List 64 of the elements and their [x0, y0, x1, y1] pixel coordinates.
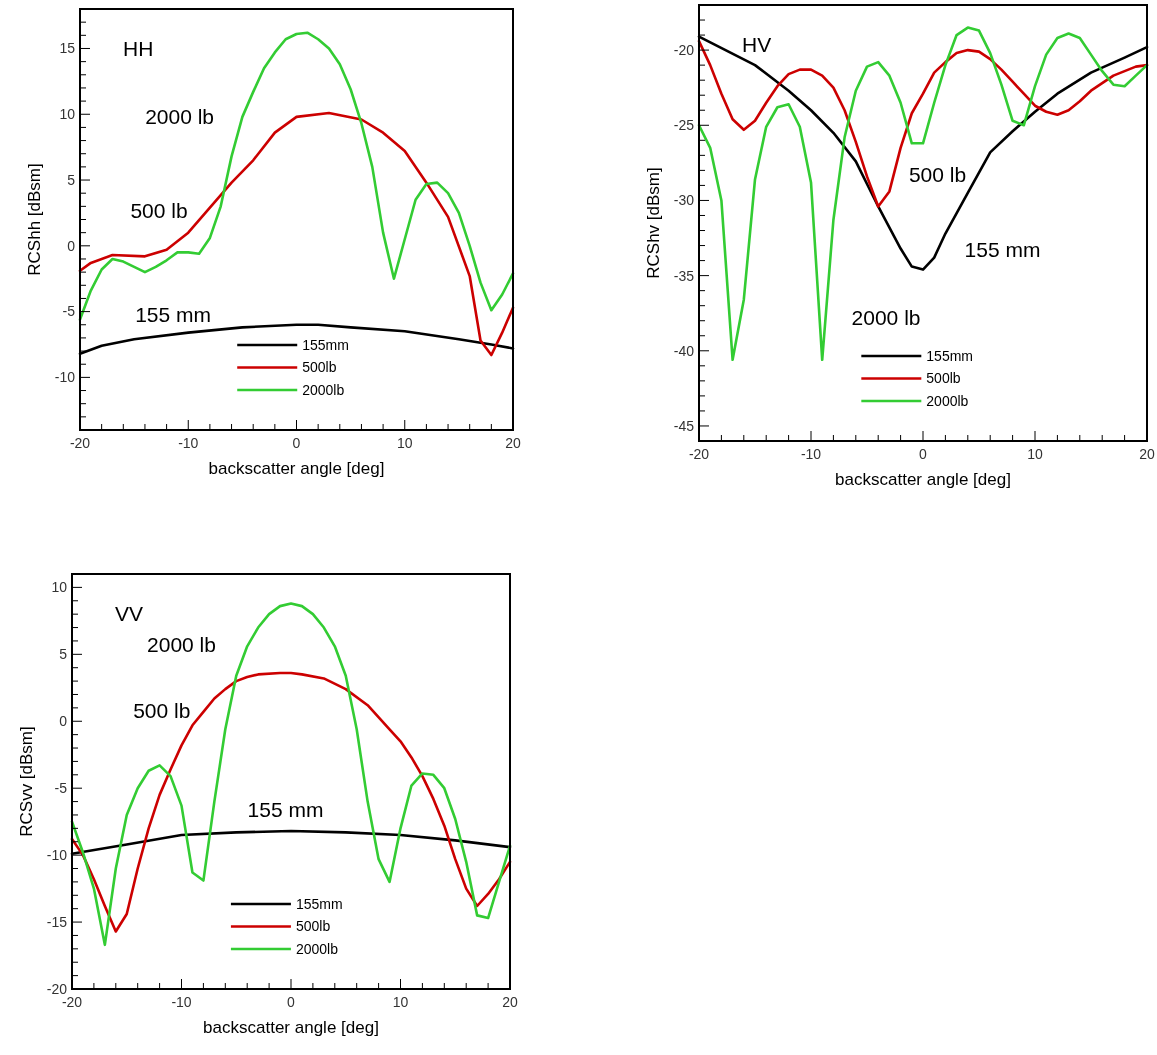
- y-tick-label: -20: [673, 42, 695, 58]
- y-tick-label: -15: [46, 913, 68, 930]
- annotation: 500 lb: [133, 698, 191, 722]
- y-tick-label: -35: [673, 267, 695, 284]
- y-axis-title: RCShv [dBsm]: [644, 167, 663, 279]
- y-tick-label: 5: [59, 646, 68, 663]
- y-tick-label: 10: [59, 106, 76, 123]
- legend-label: 2000lb: [295, 940, 339, 957]
- x-tick-label: 20: [505, 435, 521, 451]
- y-tick-label: -25: [673, 117, 695, 134]
- x-axis-title: backscatter angle [deg]: [208, 459, 385, 478]
- y-tick-label: 0: [59, 713, 68, 730]
- legend-label: 155mm: [302, 336, 349, 353]
- x-tick-label: -20: [688, 446, 710, 462]
- legend-label: 2000lb: [302, 381, 345, 398]
- legend-label: 500lb: [295, 918, 331, 935]
- line-series: [78, 31, 515, 321]
- line-series: [697, 26, 1149, 362]
- text: HV: [742, 33, 772, 57]
- x-tick-label: 0: [919, 446, 928, 462]
- annotation: 155 mm: [135, 302, 212, 326]
- x-tick-label: 10: [392, 994, 409, 1010]
- line-series: [70, 671, 512, 933]
- y-tick-label: -30: [673, 192, 695, 209]
- x-axis-title: backscatter angle [deg]: [203, 1018, 379, 1037]
- legend-label: 155mm: [295, 895, 343, 912]
- line-series: [78, 111, 515, 357]
- legend-label: 500lb: [302, 359, 337, 376]
- x-tick-label: 10: [396, 435, 413, 451]
- y-tick-label: -10: [46, 847, 68, 864]
- legend-label: 500lb: [926, 370, 961, 387]
- line-series: [697, 39, 1149, 208]
- x-tick-label: 0: [287, 994, 296, 1010]
- legend-label: 2000lb: [926, 392, 969, 409]
- x-tick-label: 0: [292, 435, 301, 451]
- y-tick-label: -40: [673, 342, 695, 359]
- annotation: 2000 lb: [145, 105, 215, 129]
- annotation: 155 mm: [247, 798, 324, 822]
- legend-label: 155mm: [926, 347, 974, 364]
- y-tick-label: -45: [673, 417, 695, 434]
- y-tick-label: 10: [51, 579, 68, 596]
- y-tick-label: 15: [59, 40, 76, 57]
- annotation: 2000 lb: [147, 633, 216, 657]
- text: VV: [115, 602, 144, 626]
- x-tick-label: 10: [1027, 446, 1043, 462]
- x-tick-label: -10: [171, 994, 192, 1010]
- y-tick-label: -5: [54, 780, 68, 797]
- y-tick-label: 0: [67, 237, 76, 254]
- x-axis-title: backscatter angle [deg]: [835, 470, 1011, 489]
- y-axis-title: RCShh [dBsm]: [25, 163, 44, 276]
- y-tick-label: -20: [46, 980, 68, 997]
- x-tick-label: 20: [502, 994, 518, 1010]
- text: HH: [123, 37, 154, 61]
- annotation: 2000 lb: [851, 305, 921, 329]
- y-tick-label: -5: [62, 303, 76, 320]
- x-tick-label: 20: [1139, 446, 1155, 462]
- y-axis-title: RCSvv [dBsm]: [17, 726, 36, 837]
- y-tick-label: 5: [67, 171, 76, 188]
- annotation: 500 lb: [908, 163, 967, 187]
- x-tick-label: -10: [178, 435, 199, 451]
- annotation: 500 lb: [130, 199, 188, 223]
- x-tick-label: -10: [800, 446, 822, 462]
- y-tick-label: -10: [54, 369, 76, 386]
- annotation: 155 mm: [964, 238, 1041, 262]
